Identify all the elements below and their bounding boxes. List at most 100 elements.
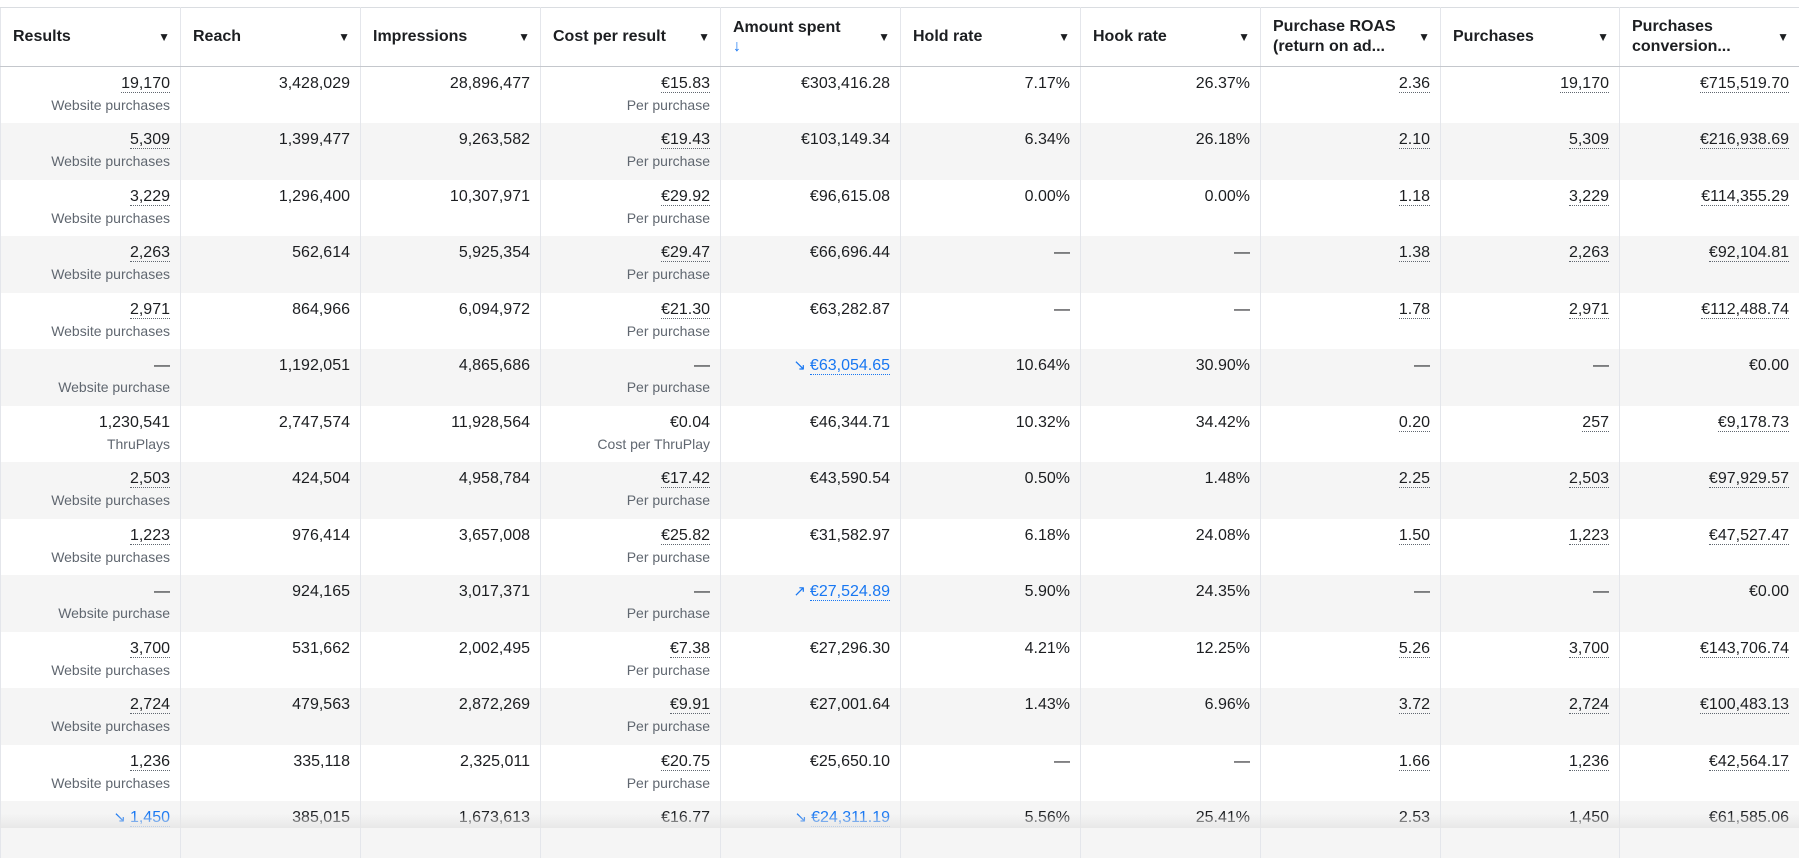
purchases-conversion-value[interactable]: €0.00: [1749, 357, 1789, 374]
results-value[interactable]: 3,700: [130, 640, 170, 658]
cost-per-result-value[interactable]: €16.77: [661, 809, 710, 826]
column-header-text: Purchase ROAS (return on ad...: [1273, 18, 1396, 55]
purchases-conversion-value[interactable]: €42,564.17: [1709, 753, 1789, 771]
purchases-value[interactable]: 1,450: [1569, 809, 1609, 826]
cost-per-result-value[interactable]: €7.38: [670, 640, 710, 658]
purchase-roas-value[interactable]: 1.50: [1399, 527, 1430, 545]
purchases-conversion-value[interactable]: €9,178.73: [1718, 414, 1789, 432]
purchase-roas-value[interactable]: 2.36: [1399, 75, 1430, 93]
purchase-roas-value[interactable]: 1.38: [1399, 244, 1430, 262]
results-value[interactable]: 2,971: [130, 301, 170, 319]
column-dropdown-caret-icon[interactable]: ▼: [518, 30, 530, 44]
purchases-conversion-value[interactable]: €216,938.69: [1700, 131, 1789, 149]
cost-per-result-value[interactable]: €25.82: [661, 527, 710, 545]
purchase-roas-value[interactable]: 2.53: [1399, 809, 1430, 826]
column-header-2[interactable]: Impressions▼: [361, 8, 541, 67]
purchases-value[interactable]: 1,236: [1569, 753, 1609, 771]
cost-per-result-value[interactable]: €19.43: [661, 131, 710, 149]
column-header-9[interactable]: Purchases conversion...▼: [1620, 8, 1799, 67]
purchases-cell: 257: [1441, 406, 1620, 463]
results-value[interactable]: 1,223: [130, 527, 170, 545]
cost-per-result-value[interactable]: €17.42: [661, 470, 710, 488]
results-value[interactable]: 2,503: [130, 470, 170, 488]
cost-per-result-value[interactable]: €9.91: [670, 696, 710, 714]
purchases-conversion-value[interactable]: €100,483.13: [1700, 696, 1789, 714]
cost-per-result-value[interactable]: €29.47: [661, 244, 710, 262]
results-value[interactable]: 5,309: [130, 131, 170, 149]
purchases-value[interactable]: 2,503: [1569, 470, 1609, 488]
purchases-conversion-value[interactable]: €0.00: [1749, 583, 1789, 600]
results-value[interactable]: —: [154, 583, 170, 600]
purchases-conversion-value[interactable]: €715,519.70: [1700, 75, 1789, 93]
column-header-1[interactable]: Reach▼: [181, 8, 361, 67]
purchase-roas-value[interactable]: 1.78: [1399, 301, 1430, 319]
purchase-roas-value[interactable]: 3.72: [1399, 696, 1430, 714]
purchases-conversion-value[interactable]: €112,488.74: [1701, 301, 1789, 319]
cost-per-result-main: €0.04: [551, 412, 710, 434]
column-dropdown-caret-icon[interactable]: ▼: [878, 30, 890, 44]
results-value[interactable]: —: [154, 357, 170, 374]
cost-per-result-value[interactable]: €0.04: [670, 414, 710, 431]
purchase-roas-value[interactable]: 5.26: [1399, 640, 1430, 658]
cost-per-result-value[interactable]: €21.30: [661, 301, 710, 319]
purchases-value[interactable]: 2,724: [1569, 696, 1609, 714]
column-dropdown-caret-icon[interactable]: ▼: [1058, 30, 1070, 44]
purchase-roas-value[interactable]: 2.10: [1399, 131, 1430, 149]
column-dropdown-caret-icon[interactable]: ▼: [158, 30, 170, 44]
column-header-6[interactable]: Hook rate▼: [1081, 8, 1261, 67]
column-header-7[interactable]: Purchase ROAS (return on ad... ▼: [1261, 8, 1441, 67]
purchases-value[interactable]: 3,700: [1569, 640, 1609, 658]
column-dropdown-caret-icon[interactable]: ▼: [1777, 30, 1789, 44]
column-header-4[interactable]: Amount spent↓▼: [721, 8, 901, 67]
purchases-value[interactable]: 5,309: [1569, 131, 1609, 149]
cost-per-result-value[interactable]: €20.75: [661, 753, 710, 771]
results-value[interactable]: 3,229: [130, 188, 170, 206]
purchase-roas-value[interactable]: —: [1414, 357, 1430, 374]
purchases-value[interactable]: 19,170: [1560, 75, 1609, 93]
column-header-3[interactable]: Cost per result▼: [541, 8, 721, 67]
column-dropdown-caret-icon[interactable]: ▼: [1238, 30, 1250, 44]
results-value[interactable]: 2,724: [130, 696, 170, 714]
results-value[interactable]: 1,230,541: [99, 414, 170, 431]
purchases-value[interactable]: 2,971: [1569, 301, 1609, 319]
purchases-value[interactable]: —: [1593, 583, 1609, 600]
purchases-conversion-value[interactable]: €92,104.81: [1709, 244, 1789, 262]
cost-per-result-value[interactable]: —: [694, 583, 710, 600]
amount-spent-value[interactable]: €24,311.19: [811, 809, 890, 827]
purchase-roas-value[interactable]: 0.20: [1399, 414, 1430, 432]
purchases-conversion-value[interactable]: €143,706.74: [1700, 640, 1789, 658]
column-header-5[interactable]: Hold rate▼: [901, 8, 1081, 67]
results-value[interactable]: 1,236: [130, 753, 170, 771]
purchases-value[interactable]: 1,223: [1569, 527, 1609, 545]
cost-per-result-value[interactable]: —: [694, 357, 710, 374]
results-value[interactable]: 19,170: [121, 75, 170, 93]
purchases-value[interactable]: —: [1593, 357, 1609, 374]
column-dropdown-caret-icon[interactable]: ▼: [1418, 30, 1430, 44]
column-dropdown-caret-icon[interactable]: ▼: [698, 30, 710, 44]
results-value[interactable]: 1,450: [130, 809, 170, 827]
results-value[interactable]: 2,263: [130, 244, 170, 262]
column-header-8[interactable]: Purchases▼: [1441, 8, 1620, 67]
purchases-value[interactable]: 2,263: [1569, 244, 1609, 262]
purchases-value[interactable]: 257: [1582, 414, 1609, 432]
column-dropdown-caret-icon[interactable]: ▼: [338, 30, 350, 44]
cost-per-result-value[interactable]: €29.92: [661, 188, 710, 206]
purchases-conversion-value[interactable]: €61,585.06: [1709, 809, 1789, 826]
purchase-roas-main: 2.53: [1271, 807, 1430, 829]
amount-spent-value[interactable]: €27,524.89: [810, 583, 890, 601]
purchases-conversion-value[interactable]: €97,929.57: [1709, 470, 1789, 488]
cost-per-result-value[interactable]: €15.83: [661, 75, 710, 93]
purchase-roas-value[interactable]: 1.66: [1399, 753, 1430, 771]
column-dropdown-caret-icon[interactable]: ▼: [1597, 30, 1609, 44]
column-header-0[interactable]: Results▼: [1, 8, 181, 67]
purchase-roas-value[interactable]: 1.18: [1399, 188, 1430, 206]
hold-rate-cell: 10.32%: [901, 406, 1081, 463]
purchase-roas-value[interactable]: 2.25: [1399, 470, 1430, 488]
purchases-conversion-value[interactable]: €47,527.47: [1709, 527, 1789, 545]
purchase-roas-value[interactable]: —: [1414, 583, 1430, 600]
purchases-conversion-value[interactable]: €114,355.29: [1701, 188, 1789, 206]
amount-spent-value[interactable]: €63,054.65: [810, 357, 890, 375]
purchases-value[interactable]: 3,229: [1569, 188, 1609, 206]
sort-descending-icon[interactable]: ↓: [733, 38, 841, 56]
